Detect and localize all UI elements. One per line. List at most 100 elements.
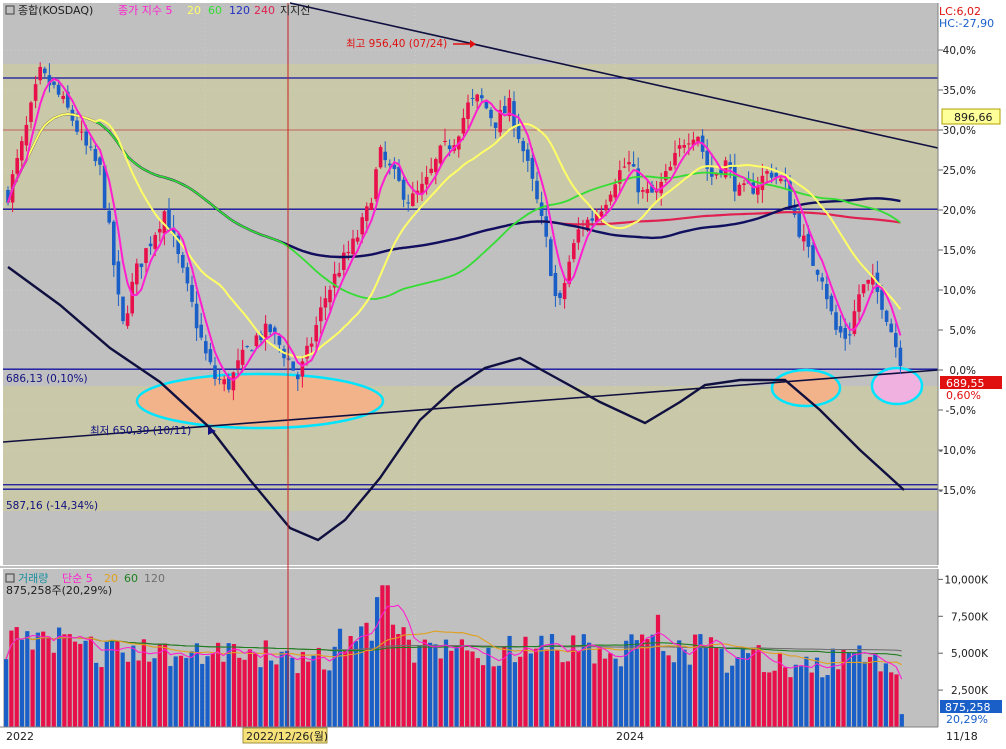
- candle-body: [815, 269, 820, 275]
- candle-body: [139, 263, 144, 268]
- price-band-upper: [3, 64, 938, 211]
- candle-body: [378, 147, 383, 168]
- volume-bar: [544, 649, 549, 727]
- candle: [20, 136, 24, 170]
- candle: [328, 285, 332, 314]
- level-587-label: 587,16 (-14,34%): [6, 500, 98, 512]
- candle-body: [158, 228, 162, 233]
- candle: [792, 199, 797, 218]
- volume-bar: [873, 654, 878, 727]
- volume-tick-label: 5,000K: [951, 648, 989, 660]
- volume-bar: [72, 641, 78, 727]
- candle: [250, 349, 254, 352]
- hc-value: HC:-27,90: [939, 17, 994, 30]
- candle: [181, 251, 185, 273]
- volume-bar: [406, 639, 411, 727]
- candle: [848, 322, 852, 345]
- candle: [107, 202, 111, 225]
- volume-bar: [814, 657, 820, 727]
- volume-bar: [618, 666, 623, 727]
- candle-body: [516, 124, 521, 140]
- candle: [43, 66, 47, 77]
- volume-bar: [539, 635, 544, 727]
- volume-bar: [353, 641, 358, 727]
- candle: [779, 176, 783, 184]
- volume-bar: [422, 639, 427, 727]
- candle-body: [779, 178, 783, 182]
- candle-body: [861, 284, 866, 294]
- candle: [213, 356, 217, 386]
- volume-bar: [730, 665, 735, 727]
- level-896-label: 896,66: [954, 111, 993, 124]
- resistance-trendline: [289, 2, 939, 149]
- volume-bar: [841, 649, 846, 727]
- volume-current: 875,258주(20,29%): [6, 584, 112, 597]
- crosshair-date-box: [242, 727, 328, 744]
- candle-body: [691, 139, 696, 146]
- volume-bar: [247, 649, 252, 727]
- candle-body: [484, 101, 489, 109]
- volume-bar: [793, 664, 798, 727]
- volume-legend-ma5: 단순 5: [62, 572, 93, 585]
- volume-bar: [889, 672, 894, 727]
- candle: [240, 340, 245, 373]
- volume-bar: [496, 665, 502, 727]
- ma5-line: [7, 77, 902, 382]
- candle-body: [29, 102, 33, 122]
- candle-body: [549, 239, 553, 276]
- candle-body: [171, 227, 176, 236]
- candle: [489, 107, 493, 127]
- candle-body: [636, 168, 640, 193]
- candle: [691, 131, 696, 151]
- volume-bar: [216, 642, 221, 727]
- candle-body: [631, 164, 636, 167]
- candle-body: [756, 186, 760, 195]
- y-tick-label: -15,0%: [939, 485, 976, 497]
- volume-bar: [136, 660, 141, 727]
- candle: [475, 93, 479, 111]
- candle-body: [374, 169, 378, 200]
- candle: [498, 100, 502, 137]
- ma60-line: [7, 113, 901, 300]
- candle-body: [567, 261, 571, 285]
- candle-body: [52, 81, 56, 85]
- candle: [884, 309, 889, 326]
- volume-bar: [327, 670, 332, 727]
- candle: [480, 88, 484, 104]
- volume-bar: [666, 655, 671, 727]
- candle-body: [365, 206, 369, 221]
- volume-tick-label: 2,500K: [951, 685, 989, 697]
- candle-body: [507, 97, 512, 117]
- volume-bar: [300, 651, 305, 727]
- volume-bar: [35, 632, 40, 727]
- y-tick-label: 25,0%: [943, 165, 976, 177]
- candle: [576, 217, 581, 250]
- candle-body: [355, 237, 360, 242]
- candle-body: [20, 141, 24, 161]
- candle-body: [369, 202, 374, 210]
- volume-bar: [645, 638, 650, 727]
- candle: [521, 137, 525, 163]
- candle: [176, 232, 180, 264]
- crosshair-date: 2022/12/26(월): [246, 730, 328, 743]
- y-tick-label: 5,0%: [949, 325, 976, 337]
- volume-bar: [316, 647, 321, 727]
- candle-body: [682, 145, 686, 148]
- volume-bar: [173, 656, 178, 727]
- volume-bar: [767, 672, 772, 727]
- candle-body: [843, 328, 847, 339]
- candle: [355, 229, 360, 245]
- candle: [47, 63, 52, 93]
- volume-bar: [401, 627, 406, 727]
- volume-bar: [284, 650, 290, 727]
- y-tick-label: 20,0%: [943, 205, 976, 217]
- volume-legend-ma60: 60: [124, 572, 138, 585]
- volume-bar: [528, 653, 533, 727]
- volume-bar: [597, 646, 602, 727]
- volume-bar: [194, 643, 199, 727]
- candle-body: [544, 216, 548, 237]
- candle-body: [93, 148, 98, 162]
- candle-body: [199, 324, 203, 338]
